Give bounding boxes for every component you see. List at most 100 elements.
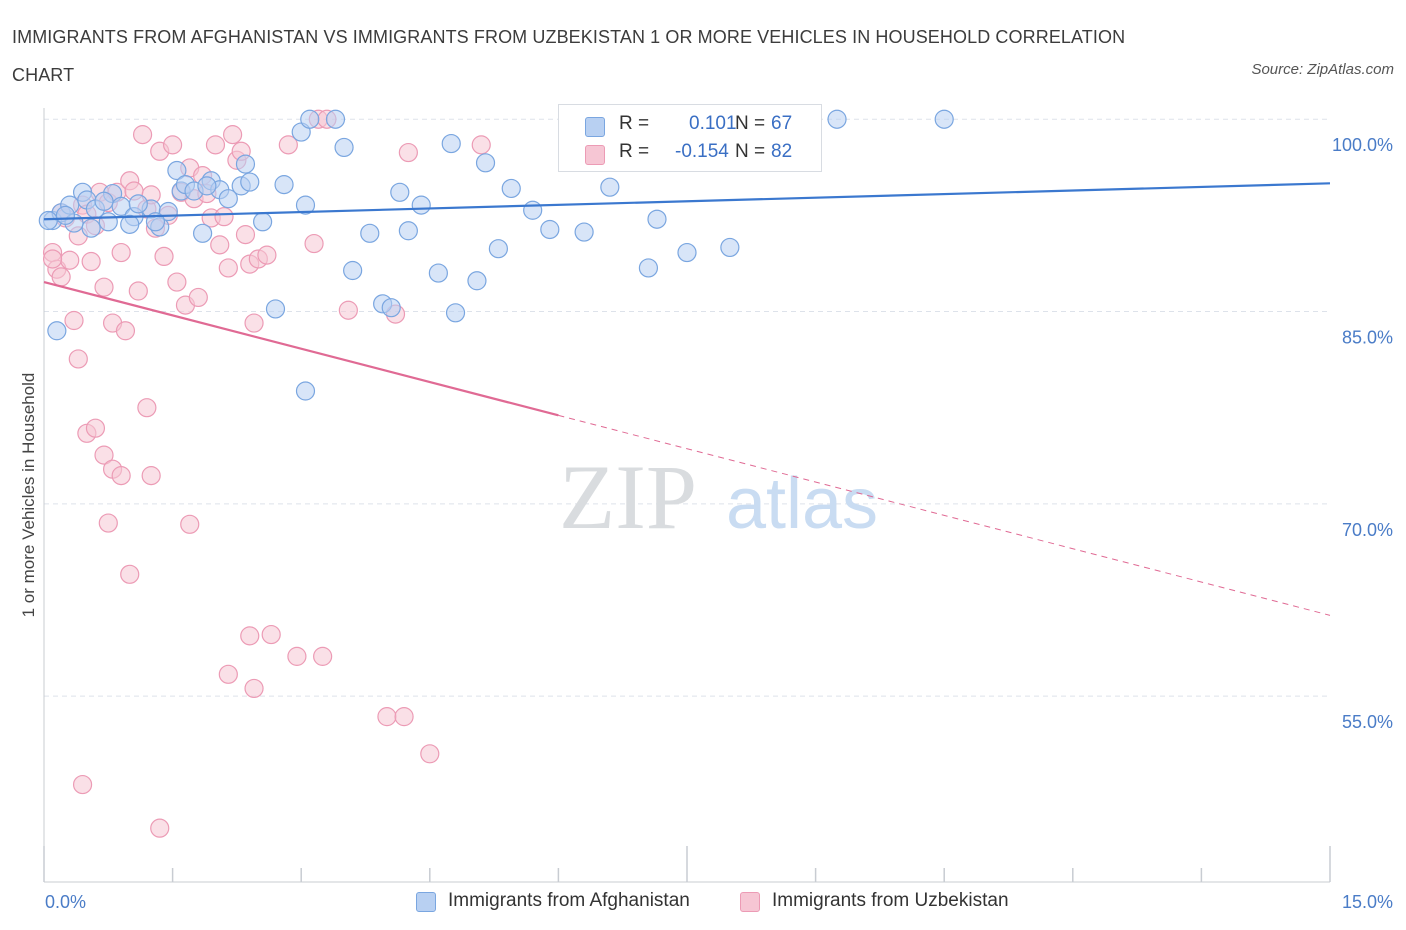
data-point: [467, 271, 487, 291]
data-point: [128, 281, 148, 301]
legend-n-label: N =: [735, 141, 766, 162]
data-point: [240, 172, 260, 192]
data-point: [488, 239, 508, 259]
data-point: [205, 135, 226, 155]
data-point: [265, 299, 286, 319]
data-point: [295, 195, 316, 215]
legend-swatch-blue: [585, 117, 605, 137]
data-point: [115, 321, 136, 341]
data-point: [411, 195, 431, 215]
data-point: [111, 466, 131, 486]
source-label: Source: ZipAtlas.com: [1251, 61, 1394, 78]
data-point: [81, 218, 101, 238]
data-point: [390, 182, 410, 202]
legend-n-value: 82: [771, 141, 793, 162]
y-tick-label: 85.0%: [1342, 328, 1393, 348]
data-point: [150, 818, 170, 838]
correlation-legend: R = 0.101 N = 67 R = -0.154 N = 82: [558, 104, 822, 172]
tick-labels: 100.0% 85.0% 70.0% 55.0% 0.0% 15.0%: [45, 135, 1393, 912]
data-point: [471, 135, 491, 155]
data-point: [428, 263, 448, 283]
data-point: [214, 207, 234, 227]
data-point: [257, 245, 277, 265]
data-point: [441, 133, 461, 154]
data-point: [132, 125, 153, 145]
trend-lines: [43, 182, 1331, 616]
legend-swatch-blue: [416, 892, 436, 912]
data-point: [235, 225, 256, 245]
data-point: [295, 381, 316, 401]
data-point: [501, 178, 521, 199]
data-point: [338, 300, 358, 320]
data-point: [240, 626, 260, 646]
data-point: [381, 298, 401, 318]
watermark: ZIP atlas: [559, 446, 878, 548]
data-point: [274, 175, 294, 195]
data-point: [218, 258, 238, 278]
legend-r-label: R =: [619, 113, 650, 134]
y-tick-label: 100.0%: [1332, 135, 1393, 155]
data-point: [193, 223, 213, 243]
data-point: [253, 212, 273, 232]
data-point: [244, 678, 264, 699]
data-point: [278, 135, 298, 155]
data-point: [94, 191, 114, 211]
legend-swatch-pink: [585, 145, 605, 165]
data-point: [51, 267, 71, 287]
data-point: [64, 310, 84, 331]
bottom-legend-label: Immigrants from Afghanistan: [448, 890, 690, 911]
x-tick-label: 15.0%: [1342, 892, 1393, 912]
data-point: [325, 109, 346, 129]
data-point: [343, 260, 363, 281]
data-point: [137, 398, 157, 418]
data-point: [934, 109, 954, 129]
data-point: [445, 303, 466, 323]
data-point: [180, 514, 200, 534]
data-point: [94, 445, 114, 465]
data-point: [197, 176, 217, 196]
data-point: [167, 272, 187, 292]
data-point: [94, 277, 114, 297]
data-point: [574, 222, 594, 242]
data-point: [218, 664, 238, 684]
x-tick-label: 0.0%: [45, 892, 86, 912]
trend-line-dashed: [558, 414, 1331, 616]
y-tick-label: 55.0%: [1342, 712, 1393, 732]
data-point: [98, 513, 118, 533]
data-point: [377, 707, 397, 727]
data-point: [111, 242, 131, 263]
data-point: [55, 205, 76, 225]
watermark-zip: ZIP: [559, 446, 697, 548]
data-point: [360, 223, 380, 243]
legend-r-label: R =: [619, 141, 650, 162]
data-point: [141, 466, 161, 486]
data-point: [261, 624, 281, 645]
data-point: [210, 235, 230, 255]
bottom-legend-label: Immigrants from Uzbekistan: [772, 890, 1009, 911]
data-point: [398, 142, 418, 163]
data-point: [523, 200, 543, 220]
data-point: [38, 210, 58, 231]
data-point: [47, 321, 67, 341]
data-point: [42, 249, 63, 269]
grid-lines: [44, 118, 1330, 697]
watermark-atlas: atlas: [726, 464, 878, 544]
axes: [43, 108, 1331, 883]
data-point: [475, 153, 496, 173]
data-point: [85, 418, 106, 438]
series-uzbekistan-points: [42, 109, 491, 838]
data-point: [677, 242, 697, 263]
data-point: [398, 221, 418, 241]
data-point: [313, 646, 333, 666]
data-point: [223, 125, 243, 145]
legend-r-value: -0.154: [675, 141, 729, 162]
data-point: [120, 564, 140, 584]
data-point: [647, 209, 667, 229]
data-point: [420, 744, 440, 764]
legend-n-label: N =: [735, 113, 766, 134]
series-afghanistan-points: [38, 109, 954, 401]
data-point: [120, 214, 140, 234]
data-point: [60, 250, 80, 270]
data-point: [154, 246, 174, 266]
